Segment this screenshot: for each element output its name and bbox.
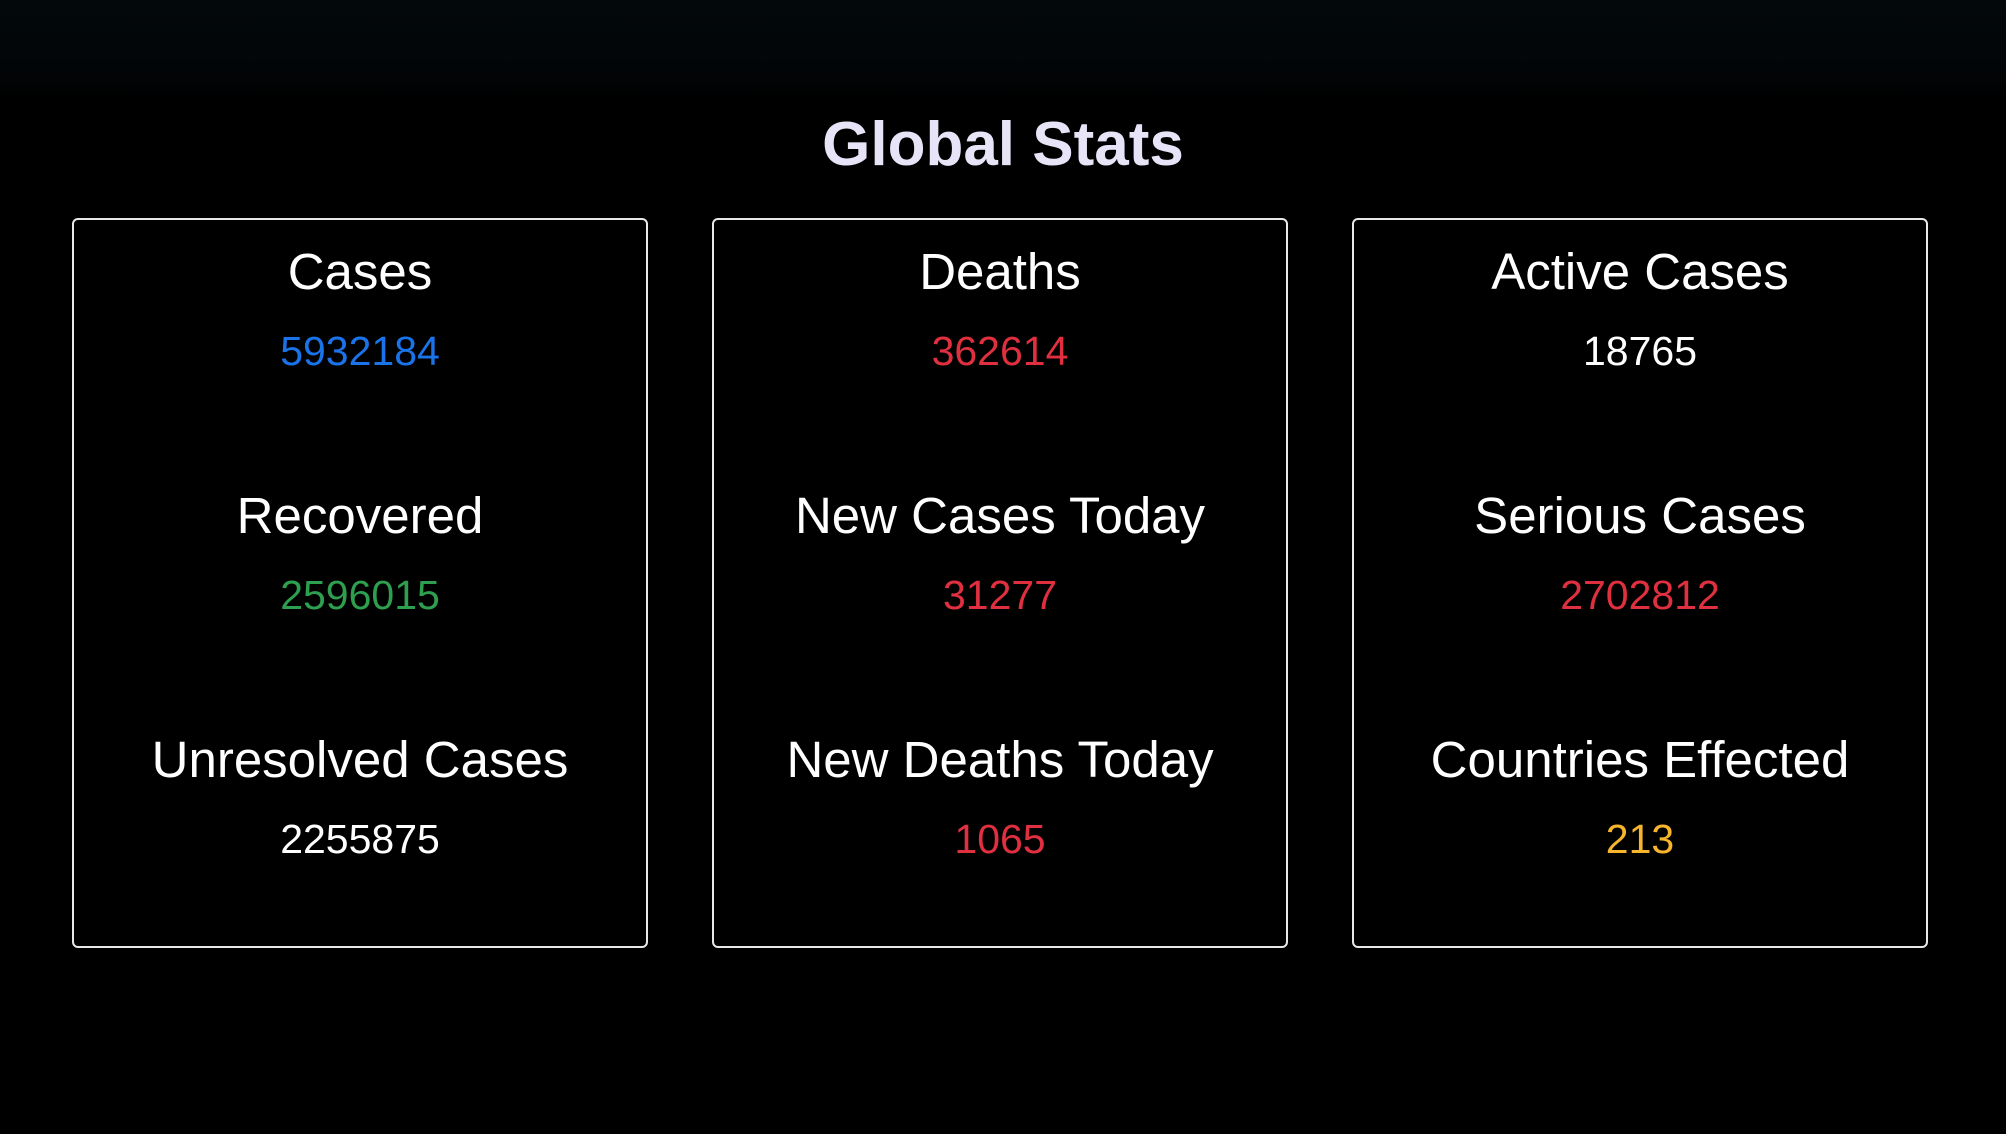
stat-value: 362614 xyxy=(931,328,1069,374)
stats-panel-2: Deaths 362614 New Cases Today 31277 New … xyxy=(712,218,1288,948)
stat-label: Countries Effected xyxy=(1430,731,1850,788)
stat-new-cases-today: New Cases Today 31277 xyxy=(714,482,1286,620)
stat-label: New Deaths Today xyxy=(786,731,1214,788)
stat-label: Recovered xyxy=(236,487,484,544)
stat-recovered: Recovered 2596015 xyxy=(74,482,646,620)
stat-label: Unresolved Cases xyxy=(151,731,569,788)
stats-panel-3: Active Cases 18765 Serious Cases 2702812… xyxy=(1352,218,1928,948)
stat-value: 2702812 xyxy=(1560,572,1720,618)
stat-countries-effected: Countries Effected 213 xyxy=(1354,726,1926,864)
stat-value: 2596015 xyxy=(280,572,440,618)
stat-label: Cases xyxy=(287,243,433,300)
stat-active-cases: Active Cases 18765 xyxy=(1354,238,1926,376)
stat-unresolved-cases: Unresolved Cases 2255875 xyxy=(74,726,646,864)
stat-value: 31277 xyxy=(942,572,1057,618)
stat-label: Active Cases xyxy=(1491,243,1789,300)
stat-deaths: Deaths 362614 xyxy=(714,238,1286,376)
stat-cases: Cases 5932184 xyxy=(74,238,646,376)
stat-value: 5932184 xyxy=(280,328,440,374)
stat-label: Deaths xyxy=(919,243,1081,300)
stat-value: 18765 xyxy=(1582,328,1697,374)
stats-panel-1: Cases 5932184 Recovered 2596015 Unresolv… xyxy=(72,218,648,948)
stat-value: 2255875 xyxy=(280,816,440,862)
stat-new-deaths-today: New Deaths Today 1065 xyxy=(714,726,1286,864)
page-title: Global Stats xyxy=(822,110,1184,179)
stat-label: Serious Cases xyxy=(1474,487,1806,544)
stat-value: 213 xyxy=(1605,816,1675,862)
stat-value: 1065 xyxy=(954,816,1046,862)
stat-serious-cases: Serious Cases 2702812 xyxy=(1354,482,1926,620)
stat-label: New Cases Today xyxy=(794,487,1206,544)
header-bar xyxy=(0,0,2006,100)
